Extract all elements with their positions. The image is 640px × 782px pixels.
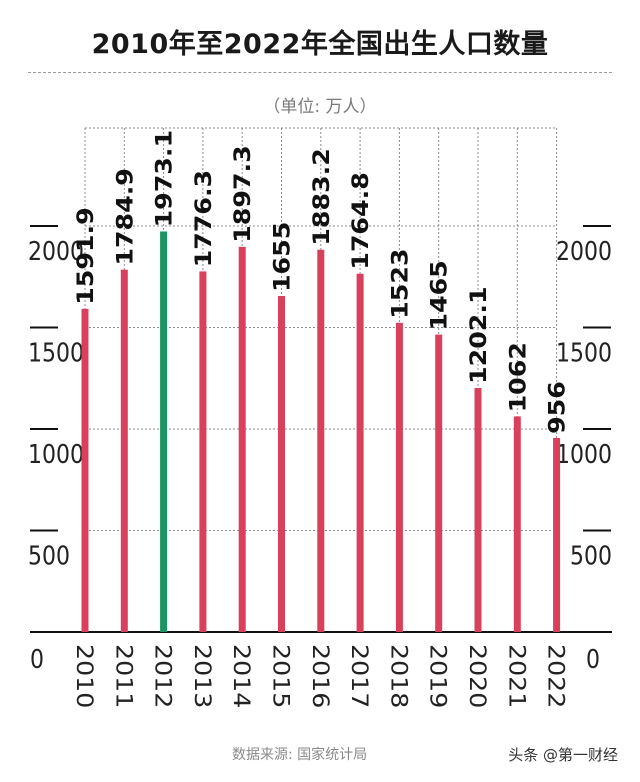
- x-tick-label: 2021: [504, 644, 530, 708]
- x-tick-label: 2013: [189, 644, 215, 708]
- bar-value-label: 1062: [505, 342, 531, 412]
- bar-value-label: 956: [544, 381, 570, 434]
- y-tick-label-right: 0: [586, 644, 600, 674]
- y-tick-label-right: 1500: [556, 338, 612, 368]
- x-tick-label: 2018: [386, 644, 412, 708]
- bar: [120, 269, 128, 632]
- x-tick-label: 2022: [543, 644, 569, 708]
- x-tick-label: 2015: [268, 644, 294, 708]
- bar-value-label: 1776.3: [190, 170, 216, 268]
- bar: [395, 322, 403, 632]
- x-tick-label: 2012: [150, 644, 176, 708]
- bar-value-label: 1973.1: [151, 130, 177, 228]
- bar: [81, 308, 89, 632]
- bar-layer: [81, 231, 561, 633]
- bar-value-label: 1523: [387, 248, 413, 318]
- bar-value-label: 1897.3: [230, 145, 256, 243]
- x-tick-label: 2020: [464, 644, 490, 708]
- y-tick-label-right: 2000: [556, 236, 612, 266]
- bar: [238, 246, 246, 633]
- unit-label: （单位: 万人）: [263, 97, 377, 117]
- watermark: 头条 @第一财经: [508, 746, 618, 764]
- bar-value-label: 1655: [269, 222, 295, 292]
- title-divider: [28, 72, 612, 73]
- bar: [474, 387, 482, 632]
- chart-title: 2010年至2022年全国出生人口数量: [91, 29, 549, 60]
- bar: [317, 249, 325, 633]
- x-tick-label: 2010: [71, 644, 97, 708]
- bar-value-label: 1465: [426, 260, 452, 330]
- x-tick-label: 2019: [425, 644, 451, 708]
- x-tick-label: 2014: [229, 644, 255, 708]
- y-tick-label-right: 1000: [556, 439, 612, 469]
- label-layer: 1591.9 2010 1784.9 2011 1973.1 2012 1776.3 2013…: [71, 130, 570, 708]
- bar-value-label: 1202.1: [466, 286, 492, 384]
- data-source: 数据来源: 国家统计局: [232, 747, 368, 763]
- bar: [356, 273, 364, 632]
- y-tick-label-left: 1000: [28, 439, 84, 469]
- bar: [513, 416, 521, 632]
- bar: [553, 437, 561, 632]
- bar-value-label: 1784.9: [112, 168, 138, 266]
- x-tick-label: 2016: [307, 644, 333, 708]
- x-tick-label: 2011: [111, 644, 137, 708]
- y-tick-label-left: 500: [28, 541, 70, 571]
- bar: [160, 231, 168, 632]
- y-tick-label-right: 500: [570, 541, 612, 571]
- y-tick-label-left: 0: [30, 644, 44, 674]
- x-tick-label: 2017: [347, 644, 373, 708]
- y-tick-label-left: 2000: [28, 236, 84, 266]
- bar-value-label: 1883.2: [308, 148, 334, 246]
- y-tick-label-left: 1500: [28, 338, 84, 368]
- bar-value-label: 1764.8: [348, 172, 374, 270]
- bar: [199, 271, 207, 632]
- bar-value-label: 1591.9: [73, 207, 99, 305]
- bar: [278, 296, 285, 632]
- bar: [435, 334, 443, 632]
